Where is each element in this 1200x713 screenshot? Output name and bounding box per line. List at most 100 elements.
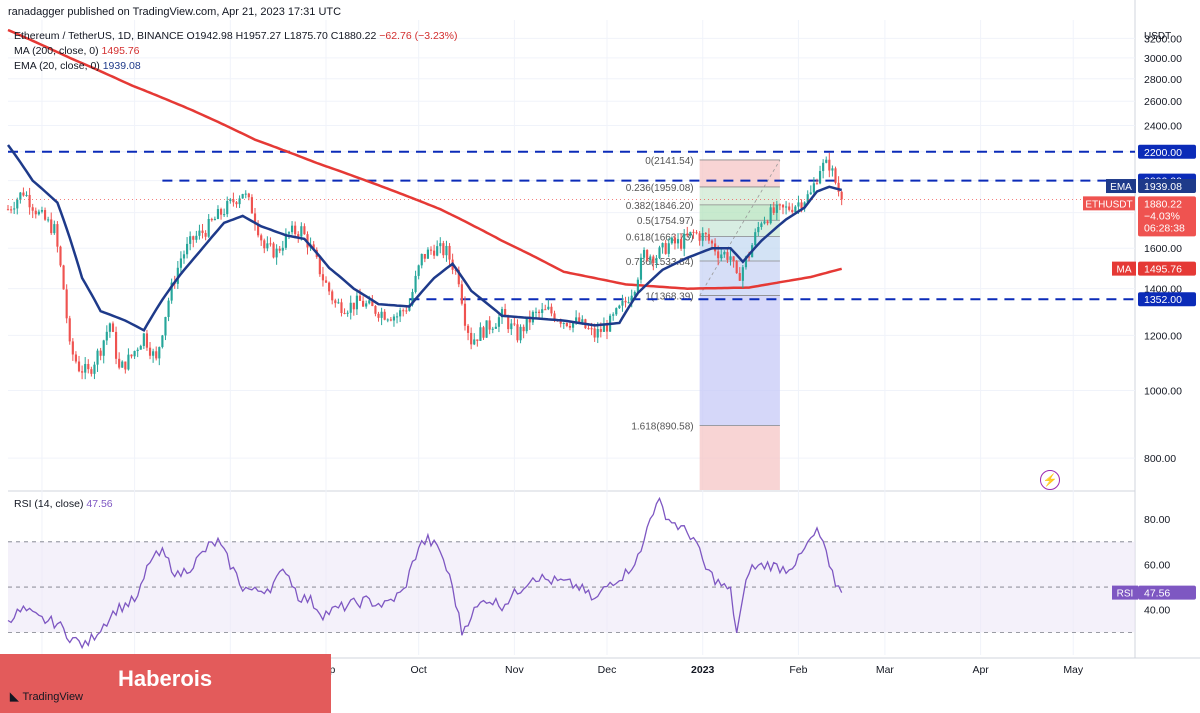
candle-body xyxy=(747,256,751,258)
candle-body xyxy=(568,325,572,328)
candle-body xyxy=(402,310,405,312)
candle-body xyxy=(615,308,618,315)
candle-body xyxy=(812,183,815,193)
candle-body xyxy=(340,302,343,313)
candle-body xyxy=(287,232,291,234)
candle-body xyxy=(235,202,238,205)
candle-body xyxy=(377,313,380,318)
candle-body xyxy=(161,335,164,348)
fib-zone xyxy=(699,159,780,187)
candle-body xyxy=(232,199,235,203)
rsi-line xyxy=(7,496,843,650)
candle-body xyxy=(457,269,460,285)
candle-body xyxy=(537,311,541,313)
candle-body xyxy=(627,302,630,304)
candle-body xyxy=(395,316,399,318)
ema-tag-label: 1939.08 xyxy=(1144,181,1182,193)
candle-body xyxy=(834,168,837,183)
candle-body xyxy=(337,302,340,304)
candle-body xyxy=(321,274,325,281)
ethusdt-tag-label: 06:28:38 xyxy=(1144,222,1185,234)
fib-trend-line xyxy=(699,159,781,296)
candle-body xyxy=(667,243,670,254)
candle-body xyxy=(124,361,127,370)
candle-body xyxy=(473,339,476,345)
candle-body xyxy=(828,159,831,171)
candle-body xyxy=(182,254,186,259)
candle-body xyxy=(50,219,53,234)
candle-body xyxy=(639,257,643,280)
ma-name-bg xyxy=(1112,261,1136,276)
candle-body xyxy=(680,239,683,249)
candle-body xyxy=(670,237,673,244)
ma200-line xyxy=(7,28,843,290)
candle-body xyxy=(355,295,358,310)
candle-body xyxy=(698,233,701,241)
candle-body xyxy=(621,300,624,306)
candle-body xyxy=(176,267,179,284)
candle-body xyxy=(331,291,334,301)
candle-body xyxy=(99,350,102,356)
candle-body xyxy=(757,226,760,233)
candle-body xyxy=(528,316,531,323)
candle-body xyxy=(791,209,794,213)
candle-body xyxy=(689,231,692,236)
candle-body xyxy=(482,327,485,338)
candle-body xyxy=(596,329,599,338)
candle-body xyxy=(399,310,402,317)
candle-body xyxy=(837,182,840,192)
candle-body xyxy=(201,230,204,233)
candle-body xyxy=(439,243,442,247)
candle-body xyxy=(429,249,433,251)
candle-body xyxy=(241,194,244,199)
candle-body xyxy=(602,324,606,332)
candle-body xyxy=(630,295,633,303)
candle-body xyxy=(565,322,568,326)
candle-body xyxy=(352,302,355,310)
ethusdt-tag-bg xyxy=(1138,196,1196,237)
ema20-path xyxy=(6,144,843,332)
candle-body xyxy=(300,226,303,237)
rsi-name-bg xyxy=(1112,585,1138,600)
rsi-panel xyxy=(7,496,1135,650)
candle-body xyxy=(578,317,581,323)
ma200-path xyxy=(7,28,843,290)
rsi-label: RSI (14, close) xyxy=(14,498,84,510)
candle-body xyxy=(250,197,254,214)
ema20-line xyxy=(6,144,843,332)
rsi-legend: RSI (14, close) 47.56 xyxy=(14,498,113,510)
candle-body xyxy=(636,279,639,292)
candle-body xyxy=(809,192,812,195)
rsi-name: RSI xyxy=(1117,589,1134,600)
rsi-tick-label: 40.00 xyxy=(1144,605,1170,617)
candle-body xyxy=(74,354,78,362)
candle-body xyxy=(426,249,430,259)
candle-body xyxy=(633,291,636,296)
candle-body xyxy=(312,244,315,250)
time-tick-label: May xyxy=(1063,664,1084,676)
candle-body xyxy=(729,256,732,260)
candle-body xyxy=(392,316,396,321)
candle-body xyxy=(510,323,513,330)
candle-body xyxy=(553,313,556,321)
candle-body xyxy=(294,225,297,235)
candle-body xyxy=(43,210,47,220)
candle-body xyxy=(547,306,550,310)
time-tick-label: Apr xyxy=(972,664,989,676)
candle-body xyxy=(658,247,661,259)
candle-body xyxy=(519,326,522,341)
candle-body xyxy=(772,207,775,213)
candle-body xyxy=(559,320,562,324)
candle-body xyxy=(121,361,124,368)
candle-body xyxy=(334,300,337,304)
candle-body xyxy=(504,309,507,318)
symbol-name: Ethereum / TetherUS, 1D, BINANCE xyxy=(14,30,184,42)
fib-zone xyxy=(699,295,780,426)
fib-label: 0.236(1959.08) xyxy=(626,183,694,194)
candle-body xyxy=(371,300,374,307)
candle-body xyxy=(723,252,726,255)
candle-body xyxy=(445,245,448,256)
lightning-icon[interactable]: ⚡ xyxy=(1040,470,1060,490)
candle-body xyxy=(732,256,735,262)
